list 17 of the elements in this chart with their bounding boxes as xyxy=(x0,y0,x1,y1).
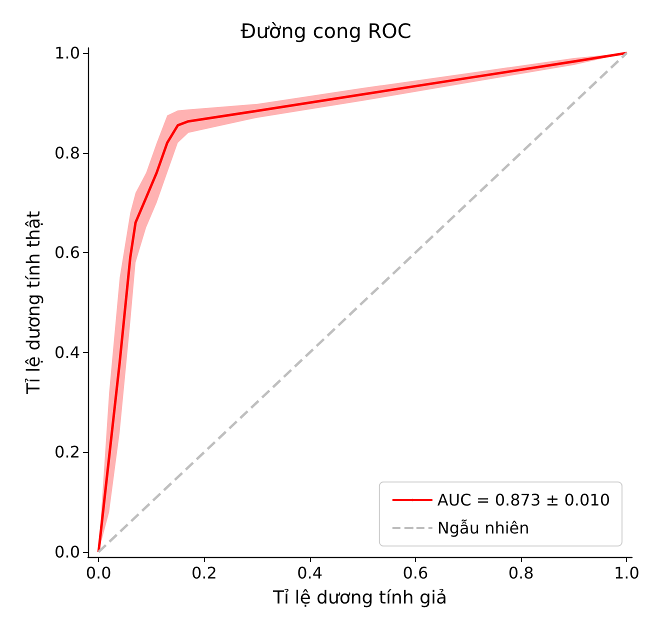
y-tick-label: 0.4 xyxy=(54,342,80,362)
legend-label: Ngẫu nhiên xyxy=(437,518,530,538)
x-tick-label: 1.0 xyxy=(614,564,640,582)
x-tick-label: 0.4 xyxy=(297,564,323,582)
x-tick-label: 0.8 xyxy=(508,564,534,582)
y-tick-label: 0.6 xyxy=(54,243,80,262)
x-axis-title: Tỉ lệ dương tính giả xyxy=(272,588,447,608)
y-tick-label: 0.8 xyxy=(54,143,80,162)
x-tick-label: 0.0 xyxy=(86,564,112,582)
y-tick-label: 0.2 xyxy=(54,442,80,462)
chart-title: Đường cong ROC xyxy=(240,19,412,43)
x-tick-label: 0.6 xyxy=(402,564,428,582)
y-tick-label: 1.0 xyxy=(54,43,80,62)
legend-label: AUC = 0.873 ± 0.010 xyxy=(437,490,610,510)
y-tick-label: 0.0 xyxy=(54,542,80,562)
x-tick-label: 0.2 xyxy=(191,564,217,582)
y-axis-title: Tỉ lệ dương tính thật xyxy=(24,210,44,396)
